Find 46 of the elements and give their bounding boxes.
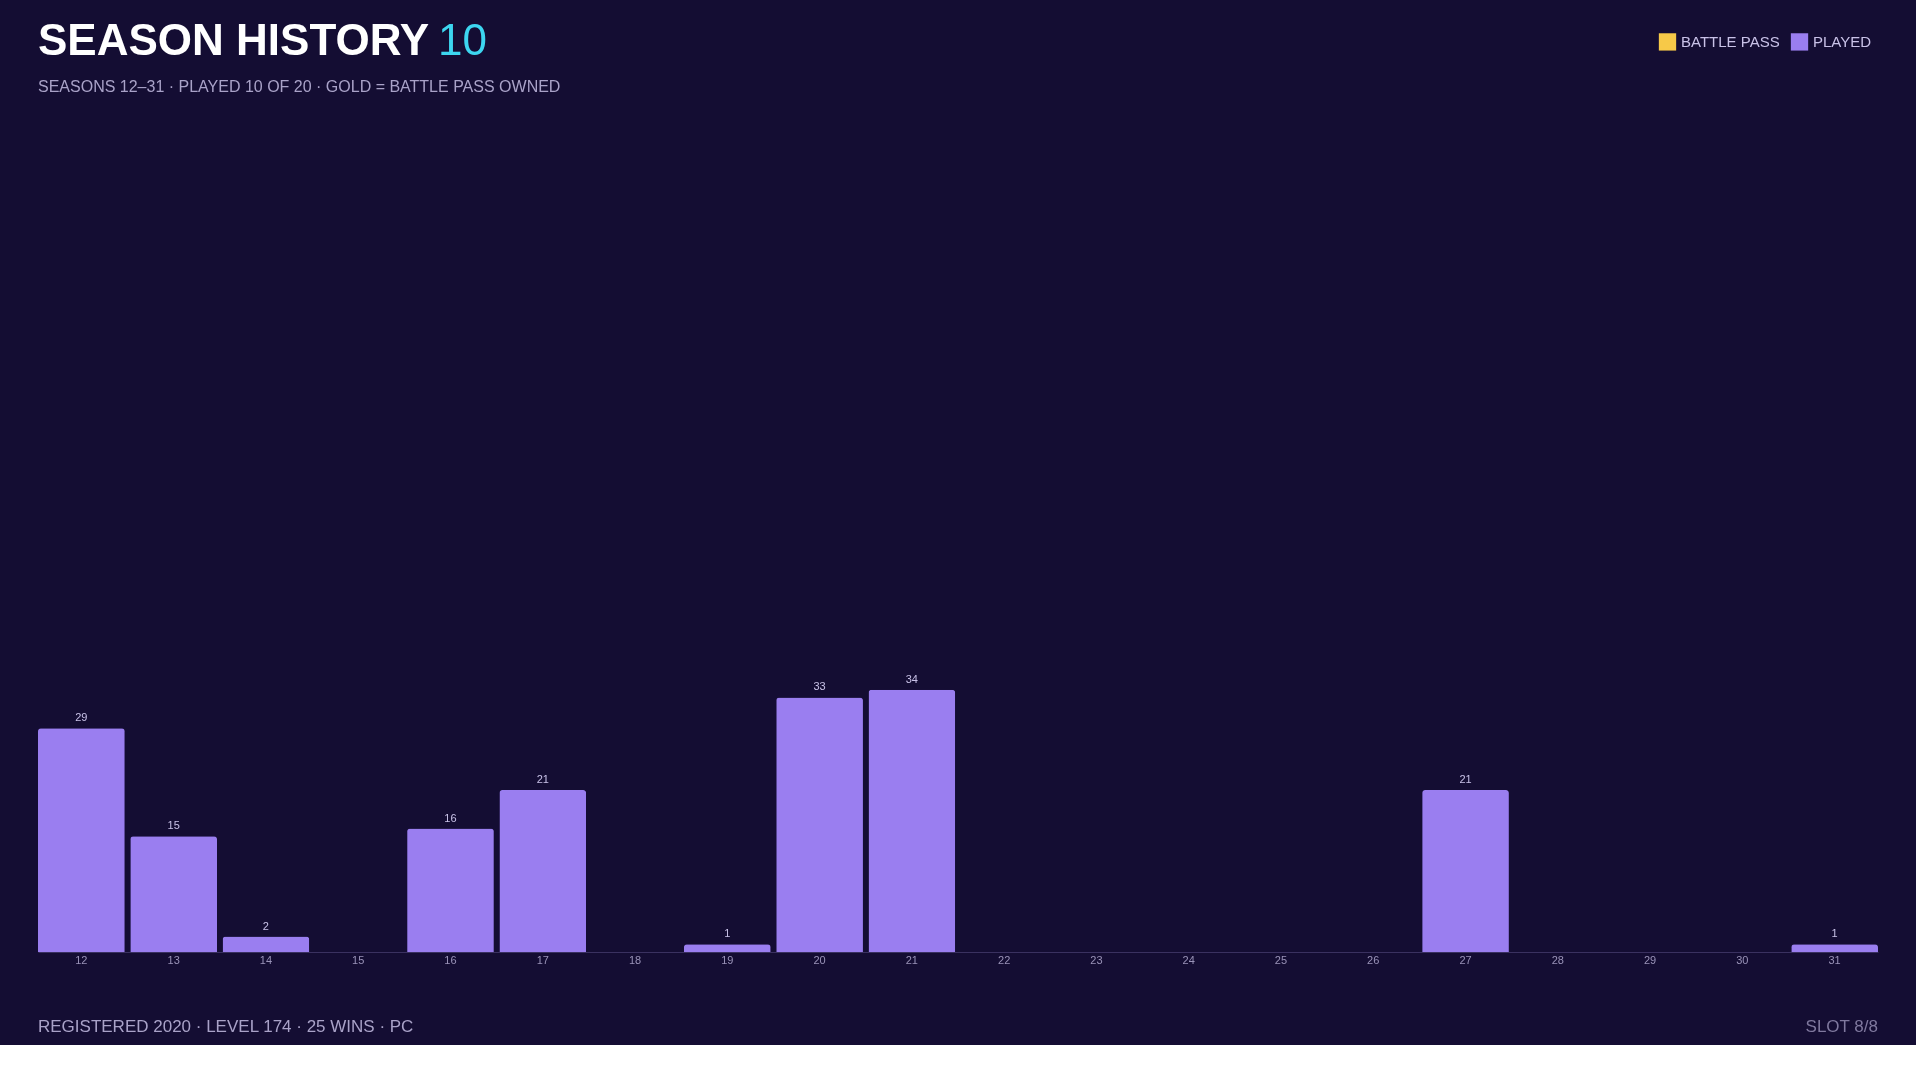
data-label: 1	[724, 927, 731, 940]
bar	[38, 728, 125, 952]
data-label: 21	[536, 773, 549, 785]
x-tick-label: 14	[259, 953, 273, 966]
bar	[683, 944, 771, 952]
x-tick-label: 26	[1367, 953, 1380, 966]
data-label: 16	[444, 811, 457, 824]
data-label: 1	[1831, 927, 1838, 940]
data-label: 29	[75, 711, 88, 724]
x-tick-label: 30	[1736, 953, 1749, 966]
bar	[776, 697, 863, 952]
x-tick-label: 23	[1090, 953, 1103, 966]
chart-subtitle: SEASONS 12–31 · PLAYED 10 OF 20 · GOLD = BATTLE PASS OWNED	[38, 78, 561, 95]
data-label: 34	[905, 672, 918, 685]
x-tick-label: 22	[998, 953, 1011, 966]
x-tick-label: 19	[721, 953, 734, 966]
x-tick-label: 20	[813, 953, 826, 966]
x-tick-label: 25	[1274, 953, 1288, 966]
bar	[868, 689, 956, 952]
bar	[407, 828, 494, 952]
chart-title: SEASON HISTORY	[38, 15, 430, 64]
text: 10	[438, 15, 487, 64]
legend-label: PLAYED	[1813, 32, 1872, 50]
x-tick-label: 16	[444, 953, 457, 966]
data-label: 2	[262, 919, 269, 932]
bar	[499, 790, 587, 952]
x-tick-label: 31	[1828, 953, 1841, 966]
bar	[222, 936, 310, 952]
x-tick-label: 28	[1551, 953, 1564, 966]
x-tick-label: 13	[167, 953, 180, 966]
text: REGISTERED 2020 · LEVEL 174 · 25 WINS · PC	[38, 1017, 414, 1036]
x-tick-label: 27	[1459, 953, 1472, 966]
x-tick-label: 24	[1182, 953, 1195, 966]
x-tick-label: 29	[1643, 953, 1657, 966]
x-tick-label: 18	[628, 953, 642, 966]
data-label: 21	[1459, 773, 1472, 785]
x-tick-label: 17	[536, 953, 549, 966]
bar	[1422, 790, 1509, 952]
text: SLOT 8/8	[1805, 1017, 1878, 1036]
x-tick-label: 21	[905, 953, 918, 966]
x-tick-label: 15	[352, 953, 365, 966]
legend-label: BATTLE PASS	[1681, 32, 1780, 50]
data-label: 15	[167, 819, 180, 832]
x-tick-label: 12	[75, 953, 88, 966]
bar	[130, 836, 218, 952]
data-label: 33	[813, 680, 826, 693]
